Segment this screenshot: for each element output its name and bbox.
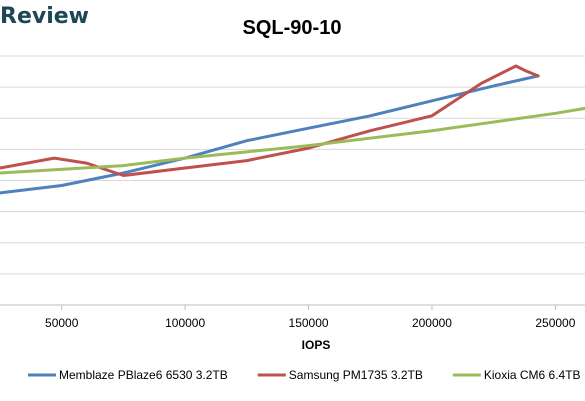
brand-logo-text: Review	[0, 4, 89, 29]
x-tick-label: 150000	[289, 316, 329, 330]
x-axis-label: IOPS	[302, 338, 331, 352]
series-lines	[0, 64, 585, 195]
x-axis: 50000 100000 150000 200000 250000	[0, 304, 585, 330]
series-line-2	[0, 64, 540, 177]
legend-label-1: Memblaze PBlaze6 6530 3.2TB	[59, 368, 228, 382]
x-tick-label: 200000	[412, 316, 452, 330]
x-tick-label: 50000	[45, 316, 79, 330]
series-line-3	[0, 106, 585, 175]
legend-label-3: Kioxia CM6 6.4TB	[484, 368, 581, 382]
x-tick-label: 250000	[535, 316, 575, 330]
x-tick-label: 100000	[165, 316, 205, 330]
legend: Memblaze PBlaze6 6530 3.2TB Samsung PM173…	[28, 368, 581, 382]
series-line-1	[0, 74, 540, 195]
chart-title: SQL-90-10	[243, 17, 342, 39]
legend-label-2: Samsung PM1735 3.2TB	[289, 368, 423, 382]
